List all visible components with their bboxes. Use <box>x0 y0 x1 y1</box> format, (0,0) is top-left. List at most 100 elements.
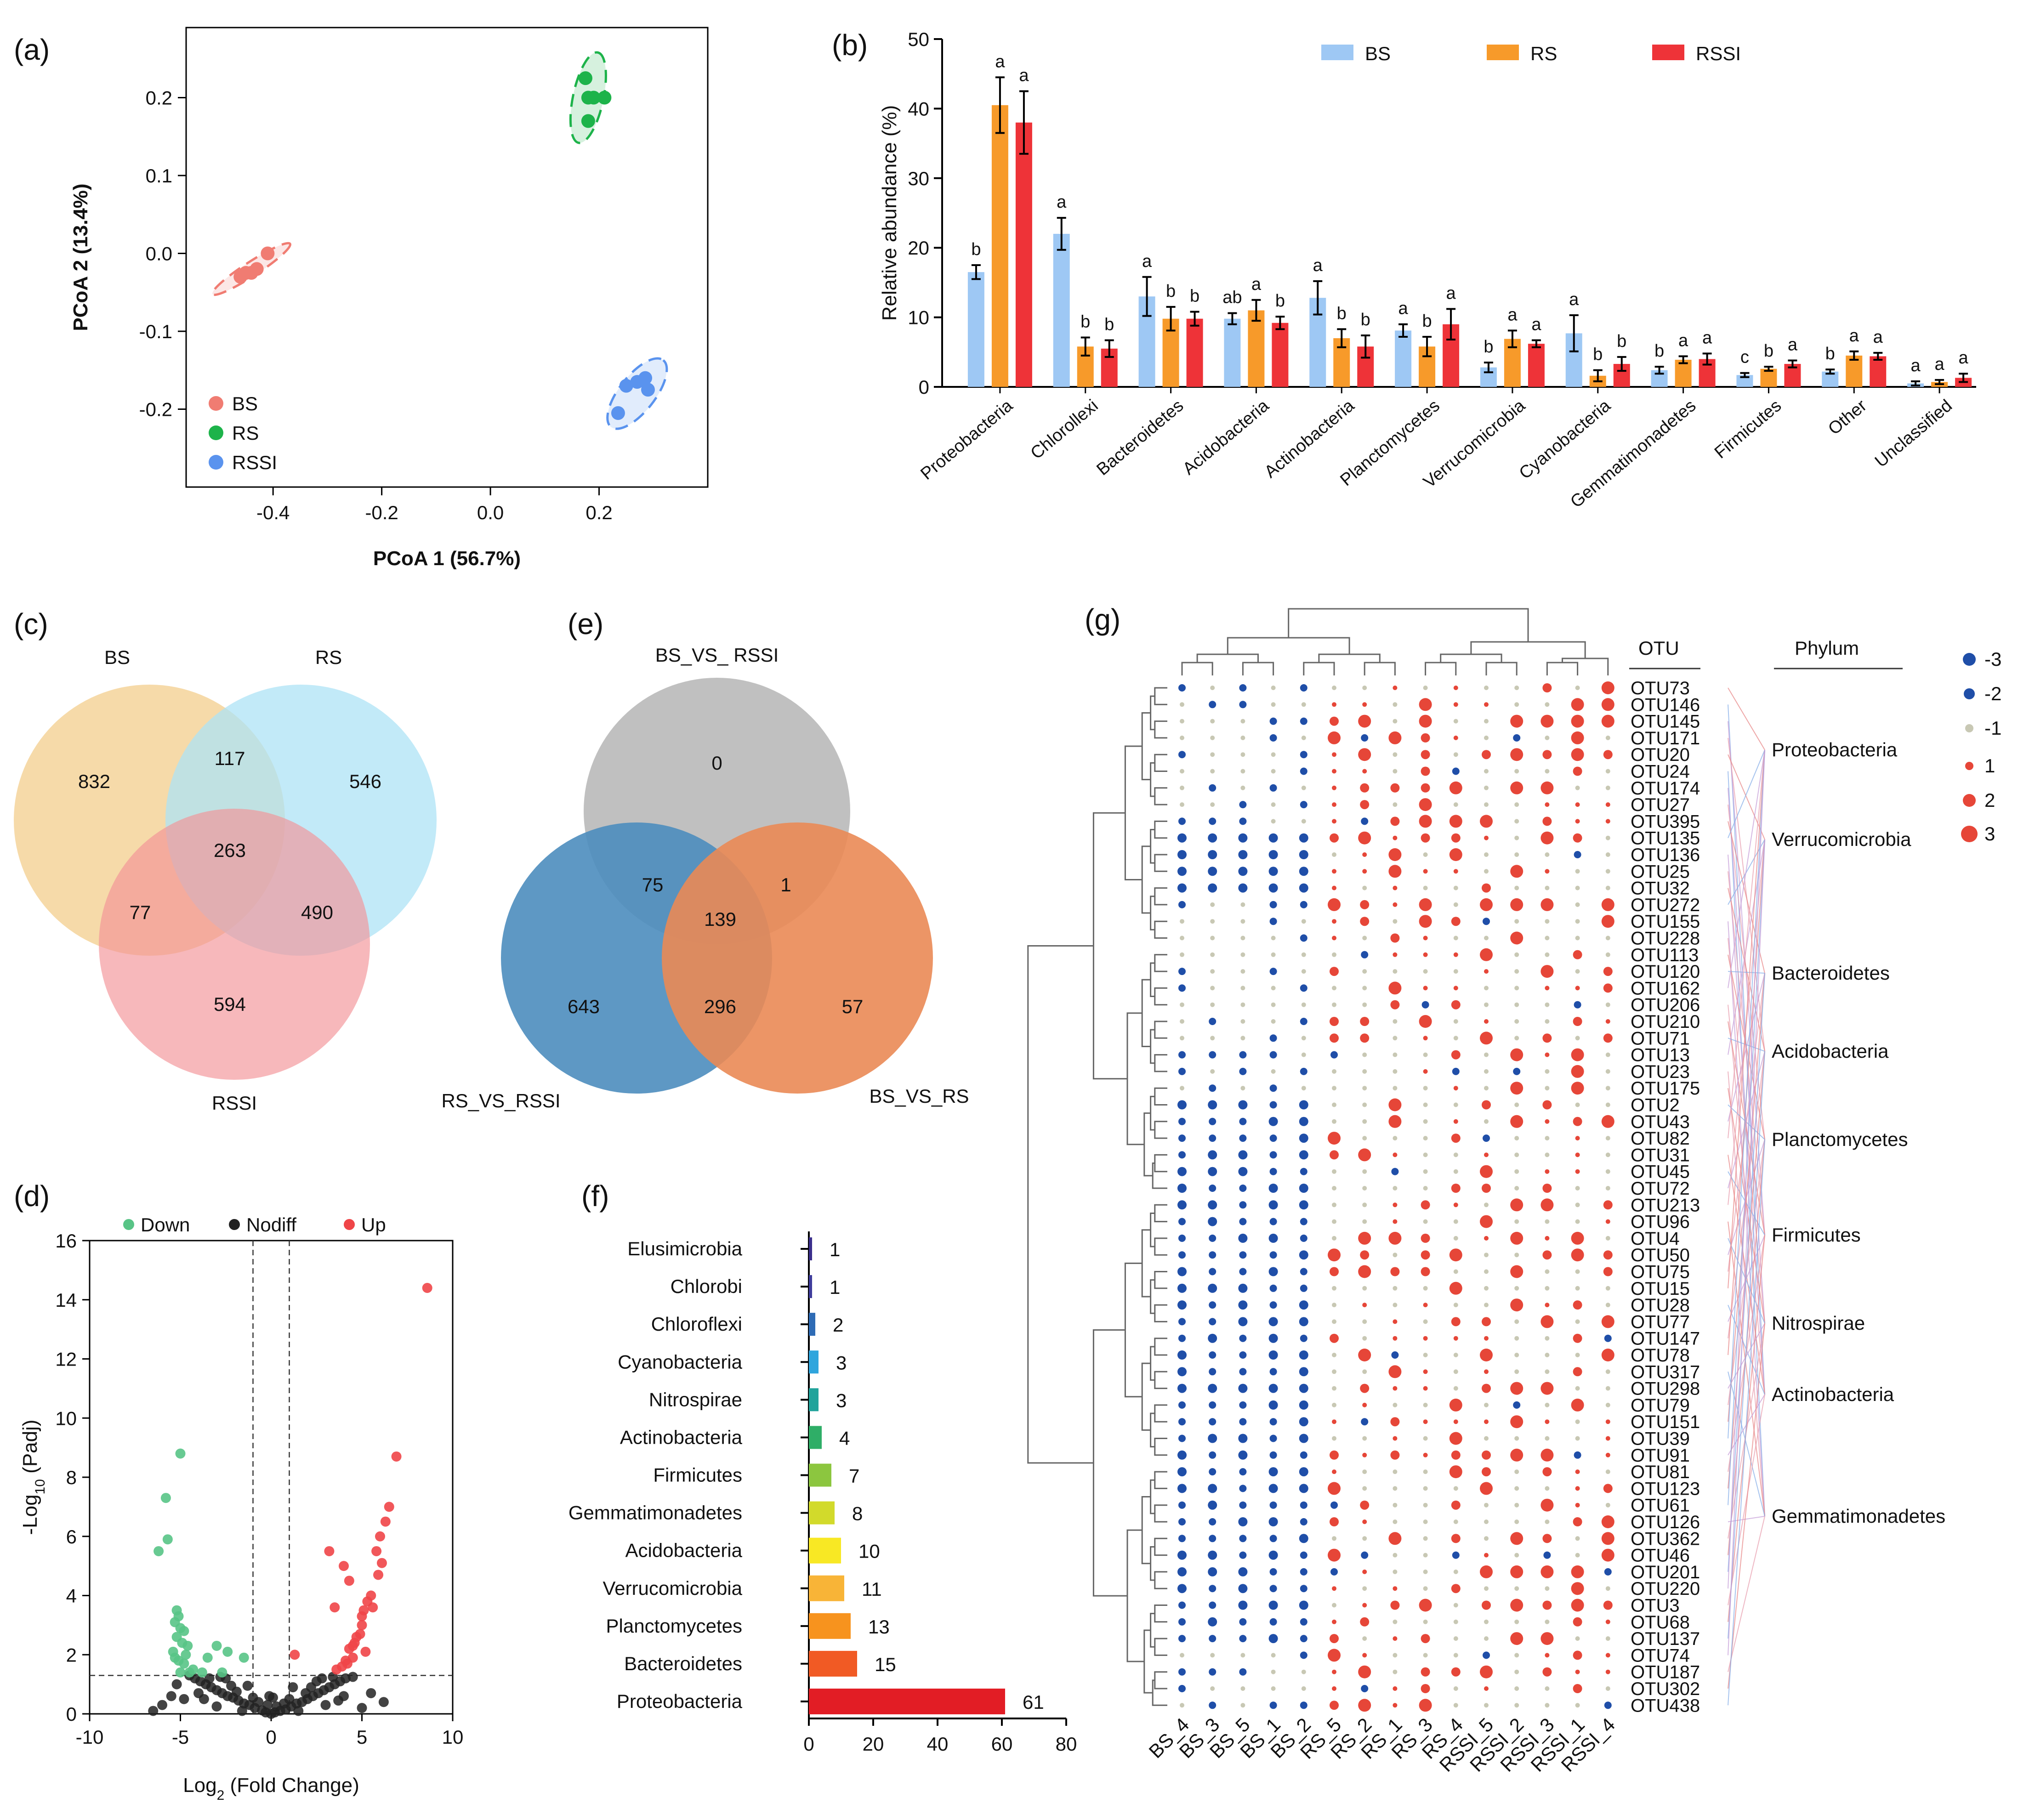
abund-sig-letter: a <box>995 52 1005 71</box>
heatmap-cell <box>1453 1269 1458 1274</box>
phylum-value-label: 2 <box>833 1314 843 1336</box>
heatmap-cell <box>1268 883 1278 893</box>
heatmap-cell <box>1240 735 1245 740</box>
venn-e-blue-orange: 296 <box>704 996 736 1017</box>
heatmap-cell <box>1573 1517 1582 1526</box>
heatmap-cell <box>1482 1184 1491 1193</box>
heatmap-cell <box>1240 952 1245 957</box>
heatmap-cell <box>1210 686 1215 690</box>
heatmap-cell <box>1209 817 1216 825</box>
heatmap-cell <box>1421 733 1430 743</box>
heatmap-cell <box>1299 1300 1308 1310</box>
venn-e-gray-blue: 75 <box>642 874 664 896</box>
heatmap-cell <box>1482 1467 1491 1477</box>
heatmap-cell <box>1209 1351 1216 1359</box>
heatmap-cell <box>1330 1701 1339 1710</box>
heatmap-cell <box>1299 1600 1308 1610</box>
heatmap-cell <box>1268 850 1278 859</box>
abund-bar-rs <box>1675 359 1692 387</box>
heatmap-cell <box>1180 1002 1184 1007</box>
heatmap-cell <box>1238 1233 1248 1243</box>
heatmap-cell <box>1362 1569 1367 1574</box>
heatmap-cell <box>1178 1067 1186 1075</box>
abund-sig-letter: b <box>1617 332 1626 351</box>
heatmap-phylum-link <box>1728 1516 1765 1522</box>
heatmap-cell <box>1208 1383 1217 1393</box>
venn-c-bs-rssi: 77 <box>130 901 151 923</box>
volcano-point-nodiff <box>378 1697 389 1707</box>
heatmap-cell <box>1332 1436 1336 1441</box>
heatmap-otu-label: OTU162 <box>1631 978 1700 998</box>
heatmap-cell <box>1269 1168 1277 1175</box>
heatmap-cell <box>1423 1369 1428 1374</box>
heatmap-cell <box>1393 1336 1398 1341</box>
venn-e-gray-only: 0 <box>711 752 722 774</box>
heatmap-cell <box>1268 1634 1278 1644</box>
heatmap-cell <box>1332 1169 1336 1174</box>
heatmap-cell <box>1238 1584 1248 1593</box>
heatmap-cell <box>1545 1436 1550 1441</box>
heatmap-otu-label: OTU45 <box>1631 1162 1690 1182</box>
heatmap-cell <box>1180 702 1184 707</box>
heatmap-cell <box>1328 1482 1341 1495</box>
panel-label-c: (c) <box>14 607 48 641</box>
heatmap-cell <box>1332 1219 1336 1224</box>
abund-sig-letter: b <box>1484 337 1493 357</box>
abund-sig-letter: b <box>1337 304 1347 323</box>
heatmap-cell <box>1484 869 1489 874</box>
heatmap-cell <box>1330 967 1339 976</box>
volcano-point-nodiff <box>357 1703 367 1713</box>
heatmap-cell <box>1421 833 1430 843</box>
heatmap-cell <box>1453 1486 1458 1491</box>
dendrogram-branch <box>1154 687 1167 705</box>
heatmap-cell <box>1269 1218 1277 1225</box>
heatmap-cell <box>1178 1501 1186 1509</box>
heatmap-cell <box>1268 1233 1278 1243</box>
heatmap-cell <box>1449 848 1462 861</box>
heatmap-cell <box>1605 735 1610 740</box>
heatmap-cell <box>1601 698 1614 711</box>
heatmap-cell <box>1453 869 1458 874</box>
dendrogram-branch <box>1470 641 1586 658</box>
heatmap-cell <box>1605 1303 1610 1308</box>
heatmap-phylum-link <box>1728 749 1765 988</box>
heatmap-cell <box>1605 769 1610 774</box>
volcano-point-up <box>391 1451 402 1462</box>
dendrogram-branch <box>1485 662 1518 675</box>
heatmap-cell <box>1575 885 1580 890</box>
heatmap-legend-marker <box>1965 762 1973 770</box>
heatmap-cell <box>1393 969 1398 974</box>
heatmap-cell <box>1332 852 1336 857</box>
heatmap-cell <box>1180 735 1184 740</box>
phylum-bar <box>809 1689 1005 1714</box>
heatmap-cell <box>1453 1619 1458 1624</box>
volcano-point-up <box>357 1620 367 1630</box>
heatmap-cell <box>1451 1050 1461 1060</box>
abund-sig-letter: a <box>1313 256 1323 275</box>
heatmap-cell <box>1300 1701 1307 1709</box>
heatmap-cell <box>1210 969 1215 974</box>
heatmap-cell <box>1209 784 1216 792</box>
heatmap-cell <box>1423 1402 1428 1407</box>
heatmap-cell <box>1271 936 1276 941</box>
heatmap-cell <box>1421 1667 1430 1677</box>
heatmap-cell <box>1332 1119 1336 1124</box>
volcano-point-up <box>339 1561 349 1571</box>
heatmap-cell <box>1453 1036 1458 1041</box>
heatmap-cell <box>1269 968 1277 975</box>
abund-sig-letter: a <box>1507 305 1518 324</box>
heatmap-cell <box>1208 1167 1217 1176</box>
heatmap-cell <box>1178 1601 1186 1609</box>
heatmap-cell <box>1362 936 1367 941</box>
heatmap-cell <box>1360 1033 1370 1043</box>
heatmap-otu-label: OTU78 <box>1631 1345 1690 1366</box>
heatmap-cell <box>1332 1069 1336 1074</box>
dendrogram-branch <box>1154 1404 1167 1423</box>
heatmap-row-dendrogram <box>1027 687 1167 1706</box>
heatmap-cell <box>1269 1034 1277 1042</box>
heatmap-cell <box>1362 1452 1367 1457</box>
heatmap-cell <box>1301 1052 1306 1057</box>
volcano-legend-marker <box>123 1219 134 1230</box>
dendrogram-branch <box>1154 854 1167 872</box>
